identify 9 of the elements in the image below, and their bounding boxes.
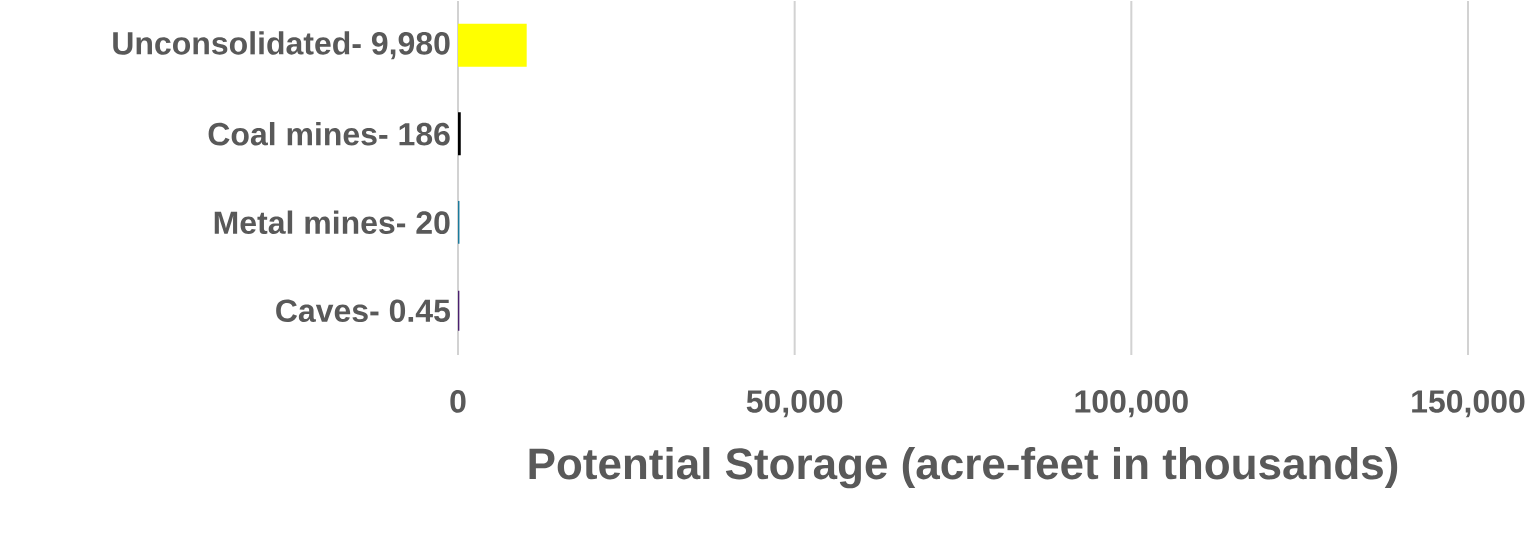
x-axis-title: Potential Storage (acre-feet in thousands) — [529, 447, 1398, 489]
x-tick-label: 0 — [450, 390, 466, 413]
y-tick-label: Unconsolidated- 9,980 — [113, 31, 450, 60]
x-tick-label: 100,000 — [1075, 390, 1188, 418]
x-tick-label: 150,000 — [1412, 390, 1525, 418]
y-tick-label: Coal mines- 186 — [208, 122, 450, 146]
y-tick-label: Caves- 0.45 — [276, 299, 450, 323]
x-tick-label: 50,000 — [746, 390, 843, 418]
y-tick-label: Metal mines- 20 — [214, 210, 450, 234]
